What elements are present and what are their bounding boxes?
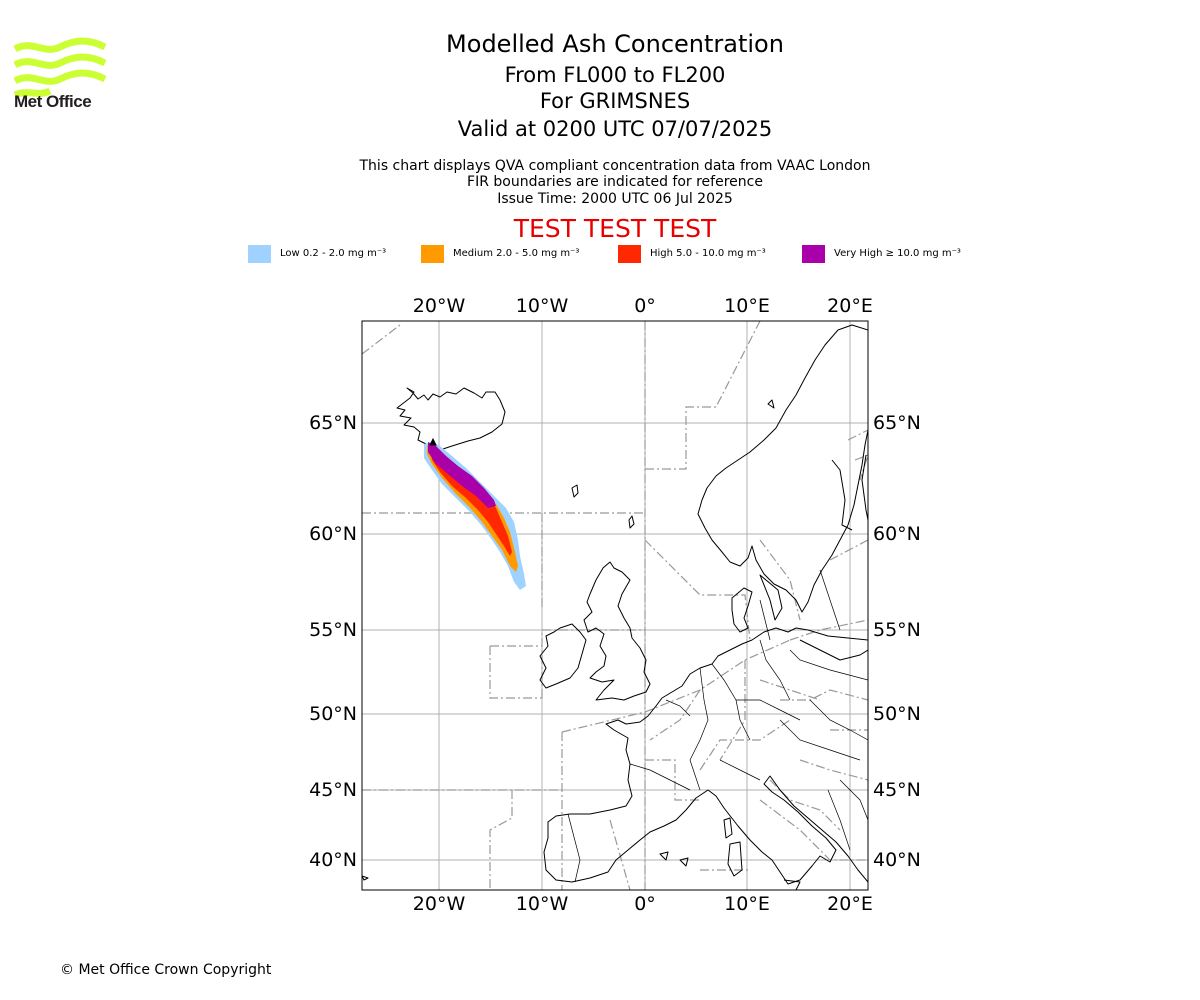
volcano-name: For GRIMSNES	[539, 89, 691, 113]
lat-tick-right: 60°N	[873, 523, 921, 545]
valid-time: Valid at 0200 UTC 07/07/2025	[457, 117, 773, 141]
great-britain-coast	[583, 561, 651, 701]
ireland-coast	[539, 623, 587, 689]
lon-tick-bottom: 10°E	[724, 893, 770, 915]
lat-tick-right: 45°N	[873, 779, 921, 801]
ash-level-very-high	[428, 442, 496, 508]
fir-boundaries	[362, 321, 868, 890]
lon-tick-top: 10°W	[516, 295, 569, 317]
lon-tick-top: 10°E	[724, 295, 770, 317]
legend-item-medium: Medium 2.0 - 5.0 mg m⁻³	[421, 244, 579, 263]
lat-tick-left: 50°N	[309, 703, 357, 725]
continental-coast	[543, 627, 868, 885]
volcano-marker	[429, 437, 437, 446]
scandinavia-coast	[697, 324, 868, 613]
issue-time: Issue Time: 2000 UTC 06 Jul 2025	[497, 191, 733, 207]
legend-label-very-high: Very High ≥ 10.0 mg m⁻³	[834, 248, 961, 259]
legend-label-high: High 5.0 - 10.0 mg m⁻³	[650, 248, 766, 259]
legend-item-high: High 5.0 - 10.0 mg m⁻³	[618, 244, 766, 263]
legend-label-medium: Medium 2.0 - 5.0 mg m⁻³	[453, 248, 580, 259]
description-line-2: FIR boundaries are indicated for referen…	[467, 174, 763, 190]
coastlines	[362, 324, 868, 890]
graticule	[362, 321, 868, 890]
legend-swatch-medium	[421, 244, 444, 263]
legend-swatch-low	[248, 244, 271, 263]
ash-plume	[424, 442, 526, 590]
legend-label-low: Low 0.2 - 2.0 mg m⁻³	[280, 248, 387, 259]
lon-tick-top: 0°	[634, 295, 656, 317]
legend-item-very-high: Very High ≥ 10.0 mg m⁻³	[802, 244, 961, 263]
lat-tick-left: 65°N	[309, 412, 357, 434]
legend-swatch-high	[618, 244, 641, 263]
lon-tick-bottom: 20°W	[413, 893, 466, 915]
description-line-1: This chart displays QVA compliant concen…	[359, 158, 871, 174]
flight-levels: From FL000 to FL200	[504, 63, 726, 87]
lat-tick-right: 65°N	[873, 412, 921, 434]
lat-tick-left: 40°N	[309, 849, 357, 871]
lat-tick-right: 55°N	[873, 619, 921, 641]
country-borders	[567, 569, 868, 883]
logo-wordmark: Met Office	[14, 92, 92, 111]
lat-tick-right: 40°N	[873, 849, 921, 871]
test-banner: TEST TEST TEST	[513, 214, 717, 243]
met-office-logo	[14, 37, 106, 99]
lon-tick-top: 20°W	[413, 295, 466, 317]
lon-tick-bottom: 20°E	[827, 893, 873, 915]
chart-title: Modelled Ash Concentration	[446, 30, 784, 58]
map-frame	[361, 320, 869, 891]
denmark-coast	[731, 587, 753, 633]
lon-tick-bottom: 10°W	[516, 893, 569, 915]
lat-tick-left: 45°N	[309, 779, 357, 801]
legend-item-low: Low 0.2 - 2.0 mg m⁻³	[248, 244, 386, 263]
iceland-coast	[396, 387, 506, 453]
legend-swatch-very-high	[802, 244, 825, 263]
lat-tick-left: 55°N	[309, 619, 357, 641]
lat-tick-right: 50°N	[873, 703, 921, 725]
copyright-notice: © Met Office Crown Copyright	[60, 962, 272, 978]
lat-tick-left: 60°N	[309, 523, 357, 545]
lon-tick-bottom: 0°	[634, 893, 656, 915]
lon-tick-top: 20°E	[827, 295, 873, 317]
